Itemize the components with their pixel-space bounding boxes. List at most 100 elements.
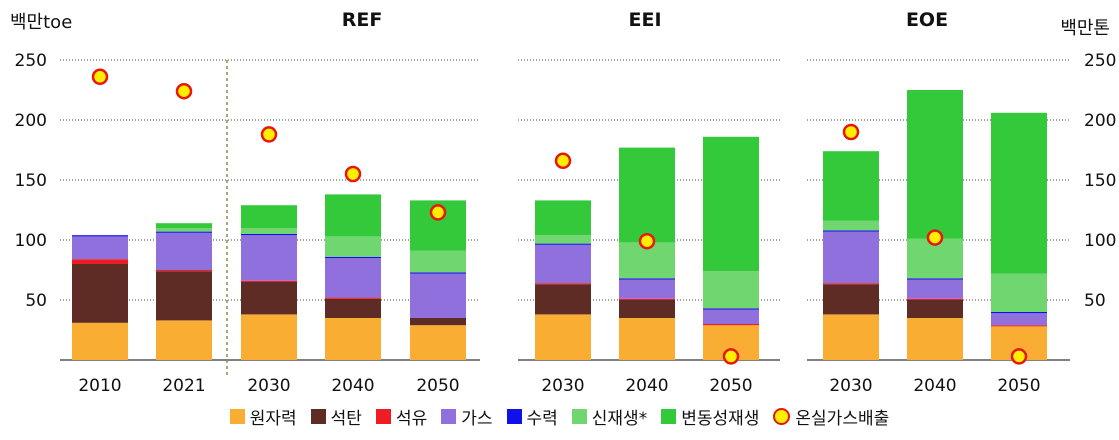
bar-segment bbox=[619, 300, 675, 318]
bar-segment bbox=[72, 236, 128, 260]
bar-segment bbox=[703, 136, 759, 272]
bar-segment bbox=[991, 325, 1047, 327]
bar-segment bbox=[907, 279, 963, 299]
bar-segment bbox=[241, 205, 297, 228]
bar-segment bbox=[619, 278, 675, 280]
bar-segment bbox=[907, 300, 963, 318]
bar-segment bbox=[823, 283, 879, 285]
y-tick-left: 250 bbox=[15, 51, 47, 71]
bar-segment bbox=[410, 318, 466, 326]
bar-segment bbox=[325, 194, 381, 237]
bar-segment bbox=[325, 236, 381, 257]
bar-segment bbox=[156, 271, 212, 321]
bar-segment bbox=[156, 320, 212, 360]
panel-title: EEI bbox=[628, 9, 661, 31]
bar-segment bbox=[72, 235, 128, 237]
ghg-marker bbox=[842, 123, 860, 141]
ghg-marker bbox=[926, 229, 944, 246]
legend-label: 원자력 bbox=[249, 408, 297, 429]
x-tick-label: 2021 bbox=[162, 376, 205, 396]
bar-segment bbox=[156, 223, 212, 228]
bar-segment bbox=[907, 318, 963, 360]
ghg-marker bbox=[722, 348, 740, 365]
bar-segment bbox=[703, 308, 759, 310]
left-unit-label: 백만toe bbox=[10, 12, 72, 33]
bar-segment bbox=[823, 230, 879, 232]
x-tick-label: 2030 bbox=[541, 376, 584, 396]
bar-segment bbox=[241, 314, 297, 360]
bar-segment bbox=[241, 228, 297, 234]
legend-item: 온실가스배출 bbox=[773, 404, 889, 429]
legend-item: 수력 bbox=[506, 404, 558, 429]
bar-segment bbox=[703, 271, 759, 309]
bar-segment bbox=[241, 234, 297, 236]
bar-segment bbox=[156, 232, 212, 270]
x-tick-label: 2040 bbox=[331, 376, 374, 396]
legend-swatch bbox=[310, 408, 326, 424]
bar-segment bbox=[991, 313, 1047, 326]
bar-segment bbox=[72, 259, 128, 264]
bar-segment bbox=[241, 280, 297, 282]
bar-segment bbox=[535, 235, 591, 244]
ghg-marker bbox=[429, 204, 447, 221]
bar-segment bbox=[72, 264, 128, 323]
ghg-marker bbox=[175, 82, 193, 100]
legend-item: 변동성재생 bbox=[661, 404, 759, 429]
legend-label: 신재생* bbox=[591, 408, 648, 429]
bar-segment bbox=[823, 151, 879, 221]
bar-segment bbox=[410, 273, 466, 318]
bar-segment bbox=[156, 228, 212, 232]
bar-segment bbox=[535, 200, 591, 236]
legend: 원자력 석탄 석유 가스 수력 신재생* 변동성재생 온실가스배출 bbox=[0, 398, 1119, 434]
bar-segment bbox=[823, 220, 879, 231]
bar-segment bbox=[991, 273, 1047, 312]
bar-segment bbox=[703, 324, 759, 326]
legend-label: 가스 bbox=[461, 408, 493, 429]
legend-swatch bbox=[229, 408, 245, 424]
bar-segment bbox=[823, 314, 879, 360]
bar-segment bbox=[619, 279, 675, 299]
y-tick-left: 100 bbox=[15, 231, 47, 251]
bar-segment bbox=[241, 282, 297, 315]
x-tick-label: 2050 bbox=[997, 376, 1040, 396]
bar-segment bbox=[156, 270, 212, 272]
legend-item: 석유 bbox=[375, 404, 427, 429]
legend-marker-icon bbox=[773, 407, 791, 425]
y-tick-right: 200 bbox=[1084, 111, 1116, 131]
panel-title: REF bbox=[342, 9, 383, 31]
legend-swatch bbox=[441, 408, 457, 424]
bar-segment bbox=[535, 314, 591, 360]
bar-segment bbox=[72, 322, 128, 360]
chart-svg: 백만toe 백만톤 50 50 100 100 150 150 200 200 250 250 REF 2… bbox=[10, 9, 1116, 396]
bar-segment bbox=[535, 244, 591, 284]
bar-segment bbox=[907, 278, 963, 280]
bar-segment bbox=[991, 312, 1047, 314]
bar-segment bbox=[991, 112, 1047, 274]
bar-segment bbox=[535, 243, 591, 245]
ghg-marker bbox=[1010, 348, 1028, 365]
y-tick-right: 100 bbox=[1084, 231, 1116, 251]
y-tick-right: 50 bbox=[1084, 291, 1106, 311]
x-tick-label: 2040 bbox=[625, 376, 668, 396]
bar-segment bbox=[619, 147, 675, 243]
y-tick-left: 50 bbox=[25, 291, 47, 311]
bar-segment bbox=[410, 250, 466, 273]
bar-segment bbox=[410, 272, 466, 274]
x-tick-label: 2040 bbox=[913, 376, 956, 396]
legend-swatch bbox=[661, 408, 677, 424]
bar-segment bbox=[156, 231, 212, 233]
bar-segment bbox=[823, 284, 879, 315]
x-tick-label: 2010 bbox=[78, 376, 121, 396]
bar-segment bbox=[325, 258, 381, 298]
legend-swatch bbox=[571, 408, 587, 424]
y-tick-left: 200 bbox=[15, 111, 47, 131]
y-tick-right: 250 bbox=[1084, 51, 1116, 71]
bar-segment bbox=[325, 256, 381, 258]
bar-segment bbox=[325, 318, 381, 360]
x-tick-label: 2030 bbox=[829, 376, 872, 396]
bar-segment bbox=[823, 231, 879, 284]
bar-segment bbox=[619, 318, 675, 360]
bar-segment bbox=[325, 297, 381, 299]
bar-segment bbox=[907, 298, 963, 300]
